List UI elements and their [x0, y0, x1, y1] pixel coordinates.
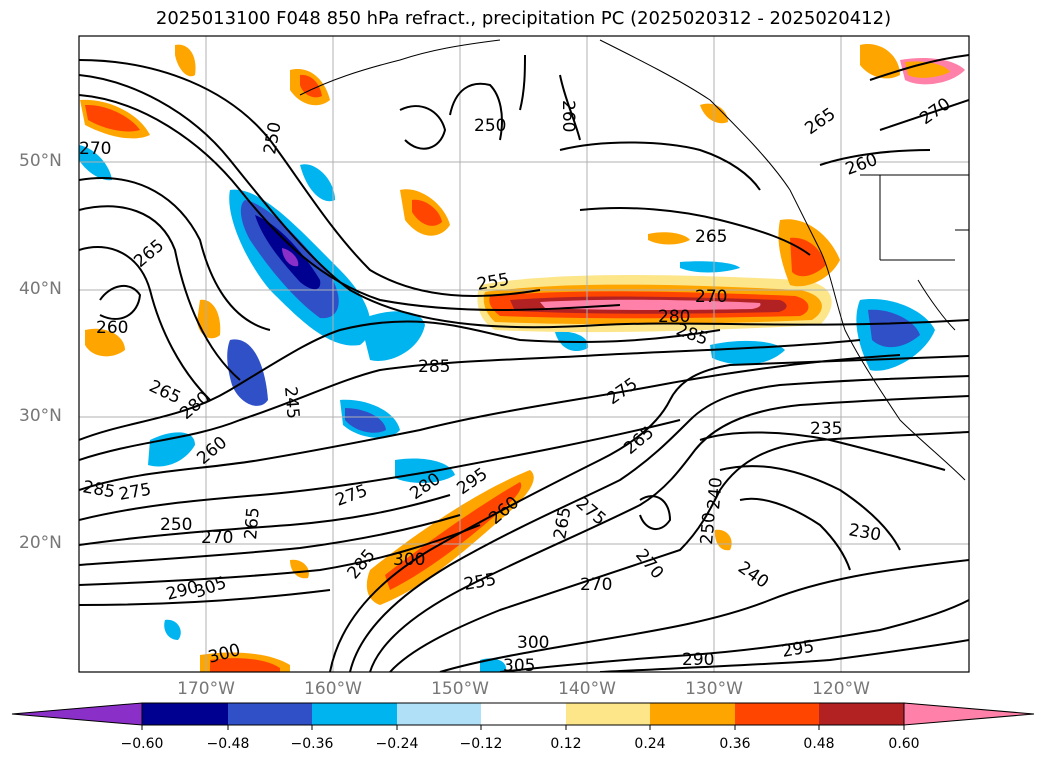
- colorbar-tick-label: 0.48: [803, 736, 835, 752]
- map-title: 2025013100 F048 850 hPa refract., precip…: [155, 8, 892, 29]
- contour-label: 305: [503, 656, 535, 676]
- contour-label: 250: [474, 116, 506, 136]
- lon-label: 130°W: [685, 679, 743, 699]
- refractivity-contours: [79, 54, 969, 672]
- contour-label: 265: [695, 227, 727, 247]
- colorbar-tick-label: 0.12: [550, 736, 582, 752]
- contour-label: 280: [658, 307, 690, 327]
- coastlines: [299, 39, 969, 481]
- colorbar-bin: [142, 703, 228, 725]
- contour-label: 285: [418, 357, 450, 377]
- colorbar-bin: [650, 703, 735, 725]
- colorbar-tick-label: 0.60: [888, 736, 920, 752]
- positive-pc-shading: [80, 44, 965, 672]
- contour-label: 250: [160, 515, 192, 535]
- lon-label: 170°W: [177, 679, 235, 699]
- contour-label: 235: [810, 419, 842, 439]
- lon-label: 140°W: [558, 679, 616, 699]
- colorbar-tick-label: −0.60: [120, 736, 164, 752]
- lat-label: 30°N: [19, 406, 62, 426]
- negative-pc-shading: [79, 145, 935, 672]
- colorbar-bin: [566, 703, 650, 725]
- graticule: [79, 36, 969, 672]
- colorbar-bin: [397, 703, 481, 725]
- colorbar-tick-label: −0.24: [375, 736, 419, 752]
- colorbar-tick-label: 0.24: [634, 736, 666, 752]
- lon-label: 160°W: [304, 679, 362, 699]
- colorbar-extend-low: [11, 702, 143, 726]
- contour-label: 265: [241, 506, 264, 540]
- contour-label: 245: [280, 386, 303, 420]
- colorbar-bin: [735, 703, 819, 725]
- colorbar-tick-label: −0.36: [290, 736, 334, 752]
- colorbar-bin: [312, 703, 397, 725]
- contour-label: 270: [695, 287, 727, 307]
- contour-label: 300: [393, 550, 425, 570]
- contour-label: 270: [201, 528, 233, 548]
- contour-label: 300: [517, 633, 549, 653]
- colorbar-extend-high: [903, 702, 1035, 726]
- colorbar-tick-label: −0.12: [459, 736, 503, 752]
- colorbar-bin: [819, 703, 904, 725]
- contour-label: 270: [79, 139, 111, 159]
- colorbar-bin: [228, 703, 312, 725]
- lon-label: 150°W: [431, 679, 489, 699]
- contour-label: 240: [704, 476, 727, 510]
- colorbar-tick-label: −0.48: [206, 736, 250, 752]
- lat-label: 20°N: [19, 533, 62, 553]
- contour-label: 250: [697, 511, 720, 545]
- contour-label: 290: [682, 650, 714, 670]
- lat-label: 40°N: [19, 279, 62, 299]
- lon-label: 120°W: [812, 679, 870, 699]
- contour-label: 260: [558, 100, 578, 132]
- contour-labels: 250 260 250 270 265 260 270 265 260 265 …: [79, 94, 954, 676]
- colorbar-bin: [481, 703, 566, 725]
- contour-label: 260: [96, 318, 128, 338]
- map-frame: [78, 35, 970, 673]
- lat-label: 50°N: [19, 151, 62, 171]
- colorbar-tick-label: 0.36: [719, 736, 751, 752]
- contour-label: 270: [580, 575, 612, 595]
- colorbar: [11, 702, 1035, 730]
